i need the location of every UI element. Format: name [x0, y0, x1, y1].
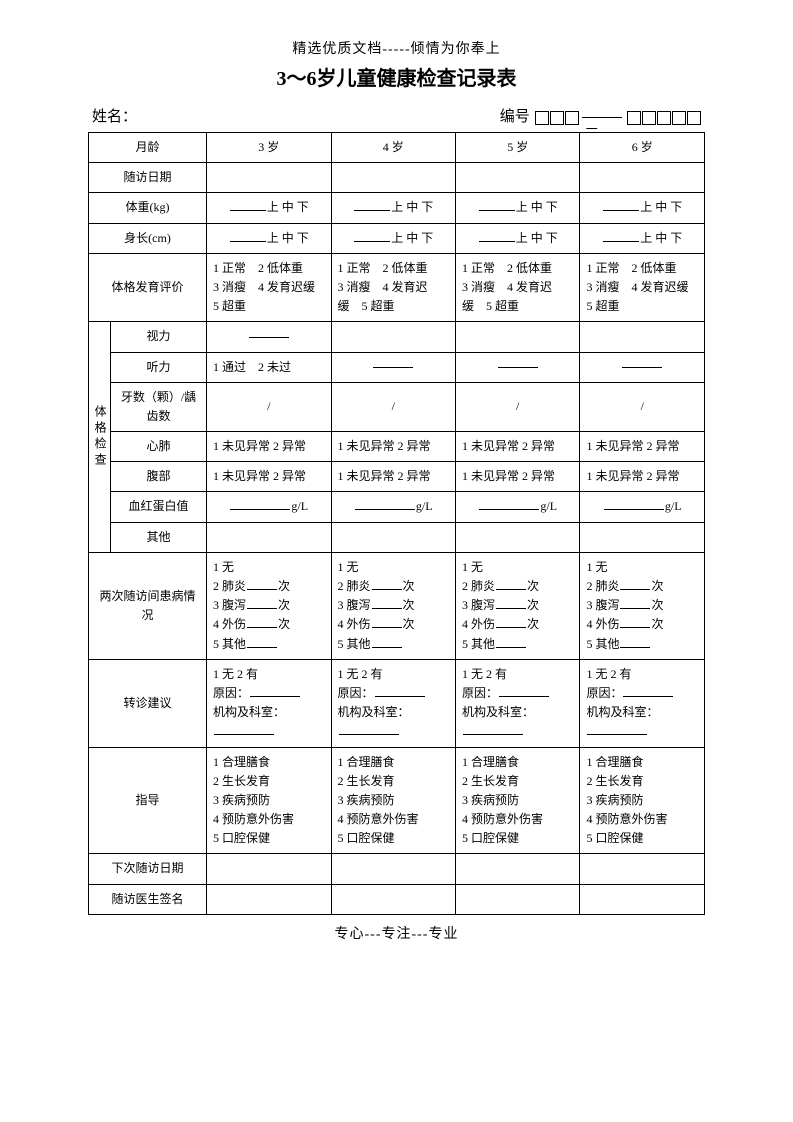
cell-hemoglobin: g/L	[580, 492, 705, 522]
cell-referral: 1 无 2 有 原因： 机构及科室：	[331, 659, 455, 747]
cell-hearing	[455, 352, 579, 382]
cell-guidance: 1 合理膳食 2 生长发育 3 疾病预防 4 预防意外伤害 5 口腔保健	[331, 747, 455, 854]
cell-heart-lung: 1 未见异常 2 异常	[455, 432, 579, 462]
row-label-phys-eval: 体格发育评价	[89, 253, 207, 322]
health-check-table: 月龄 3 岁 4 岁 5 岁 6 岁 随访日期 体重(kg) 上 中 下 上 中…	[88, 132, 705, 915]
cell-weight: 上 中 下	[455, 193, 579, 223]
cell-phys-eval: 1 正常 2 低体重 3 消瘦 4 发育迟缓 5 超重	[207, 253, 331, 322]
id-boxes: －	[534, 109, 702, 126]
row-label-hearing: 听力	[111, 352, 207, 382]
top-header: 精选优质文档-----倾情为你奉上	[88, 38, 705, 58]
cell-heart-lung: 1 未见异常 2 异常	[207, 432, 331, 462]
cell-weight: 上 中 下	[207, 193, 331, 223]
row-label-illness: 两次随访间患病情况	[89, 552, 207, 659]
row-label-doctor-sign: 随访医生签名	[89, 884, 207, 914]
cell-phys-eval: 1 正常 2 低体重 3 消瘦 4 发育迟缓 5 超重	[580, 253, 705, 322]
table-row: 心肺 1 未见异常 2 异常 1 未见异常 2 异常 1 未见异常 2 异常 1…	[89, 432, 705, 462]
table-row: 随访医生签名	[89, 884, 705, 914]
row-label-weight: 体重(kg)	[89, 193, 207, 223]
cell-weight: 上 中 下	[331, 193, 455, 223]
cell-illness: 1 无 2 肺炎次 3 腹泻次 4 外伤次 5 其他	[331, 552, 455, 659]
cell-guidance: 1 合理膳食 2 生长发育 3 疾病预防 4 预防意外伤害 5 口腔保健	[207, 747, 331, 854]
table-row: 月龄 3 岁 4 岁 5 岁 6 岁	[89, 133, 705, 163]
table-row: 牙数（颗）/龋齿数 / / / /	[89, 382, 705, 431]
row-label-age: 月龄	[89, 133, 207, 163]
table-row: 体格发育评价 1 正常 2 低体重 3 消瘦 4 发育迟缓 5 超重 1 正常 …	[89, 253, 705, 322]
name-label: 姓名：	[92, 105, 137, 126]
cell-abdomen: 1 未见异常 2 异常	[580, 462, 705, 492]
cell-teeth: /	[331, 382, 455, 431]
row-label-referral: 转诊建议	[89, 659, 207, 747]
col-header: 5 岁	[455, 133, 579, 163]
id-label-wrapper: 编号 －	[500, 105, 701, 126]
cell-referral: 1 无 2 有 原因： 机构及科室：	[455, 659, 579, 747]
table-row: 血红蛋白值 g/L g/L g/L g/L	[89, 492, 705, 522]
cell-abdomen: 1 未见异常 2 异常	[331, 462, 455, 492]
cell-illness: 1 无 2 肺炎次 3 腹泻次 4 外伤次 5 其他	[455, 552, 579, 659]
cell-referral: 1 无 2 有 原因： 机构及科室：	[207, 659, 331, 747]
row-label-teeth: 牙数（颗）/龋齿数	[111, 382, 207, 431]
table-row: 两次随访间患病情况 1 无 2 肺炎次 3 腹泻次 4 外伤次 5 其他 1 无…	[89, 552, 705, 659]
row-label-visit-date: 随访日期	[89, 163, 207, 193]
cell-height: 上 中 下	[580, 223, 705, 253]
table-row: 腹部 1 未见异常 2 异常 1 未见异常 2 异常 1 未见异常 2 异常 1…	[89, 462, 705, 492]
cell-weight: 上 中 下	[580, 193, 705, 223]
table-row: 体重(kg) 上 中 下 上 中 下 上 中 下 上 中 下	[89, 193, 705, 223]
row-group-exam: 体格检查	[89, 322, 111, 553]
cell-heart-lung: 1 未见异常 2 异常	[580, 432, 705, 462]
cell-teeth: /	[580, 382, 705, 431]
cell-height: 上 中 下	[331, 223, 455, 253]
cell-hearing	[580, 352, 705, 382]
col-header: 3 岁	[207, 133, 331, 163]
cell-height: 上 中 下	[455, 223, 579, 253]
col-header: 4 岁	[331, 133, 455, 163]
row-label-hemoglobin: 血红蛋白值	[111, 492, 207, 522]
cell-teeth: /	[455, 382, 579, 431]
cell-phys-eval: 1 正常 2 低体重 3 消瘦 4 发育迟 缓 5 超重	[331, 253, 455, 322]
name-id-row: 姓名： 编号 －	[88, 105, 705, 126]
table-row: 下次随访日期	[89, 854, 705, 884]
cell-guidance: 1 合理膳食 2 生长发育 3 疾病预防 4 预防意外伤害 5 口腔保健	[580, 747, 705, 854]
table-row: 转诊建议 1 无 2 有 原因： 机构及科室： 1 无 2 有 原因： 机构及科…	[89, 659, 705, 747]
row-label-vision: 视力	[111, 322, 207, 352]
cell-height: 上 中 下	[207, 223, 331, 253]
footer: 专心---专注---专业	[88, 923, 705, 943]
cell-guidance: 1 合理膳食 2 生长发育 3 疾病预防 4 预防意外伤害 5 口腔保健	[455, 747, 579, 854]
row-label-other: 其他	[111, 522, 207, 552]
cell-heart-lung: 1 未见异常 2 异常	[331, 432, 455, 462]
cell-referral: 1 无 2 有 原因： 机构及科室：	[580, 659, 705, 747]
page-title: 3～6岁儿童健康检查记录表	[88, 62, 705, 91]
cell-illness: 1 无 2 肺炎次 3 腹泻次 4 外伤次 5 其他	[580, 552, 705, 659]
cell-hemoglobin: g/L	[331, 492, 455, 522]
cell-phys-eval: 1 正常 2 低体重 3 消瘦 4 发育迟 缓 5 超重	[455, 253, 579, 322]
cell-abdomen: 1 未见异常 2 异常	[207, 462, 331, 492]
id-label: 编号	[500, 109, 530, 125]
table-row: 体格检查 视力	[89, 322, 705, 352]
table-row: 听力 1 通过 2 未过	[89, 352, 705, 382]
table-row: 随访日期	[89, 163, 705, 193]
cell-teeth: /	[207, 382, 331, 431]
cell-hemoglobin: g/L	[455, 492, 579, 522]
table-row: 指导 1 合理膳食 2 生长发育 3 疾病预防 4 预防意外伤害 5 口腔保健 …	[89, 747, 705, 854]
row-label-next-date: 下次随访日期	[89, 854, 207, 884]
row-label-abdomen: 腹部	[111, 462, 207, 492]
row-label-height: 身长(cm)	[89, 223, 207, 253]
table-row: 身长(cm) 上 中 下 上 中 下 上 中 下 上 中 下	[89, 223, 705, 253]
cell-illness: 1 无 2 肺炎次 3 腹泻次 4 外伤次 5 其他	[207, 552, 331, 659]
cell-hemoglobin: g/L	[207, 492, 331, 522]
cell-abdomen: 1 未见异常 2 异常	[455, 462, 579, 492]
row-label-guidance: 指导	[89, 747, 207, 854]
cell-vision	[207, 322, 331, 352]
cell-hearing: 1 通过 2 未过	[207, 352, 331, 382]
row-label-heart-lung: 心肺	[111, 432, 207, 462]
cell-hearing	[331, 352, 455, 382]
table-row: 其他	[89, 522, 705, 552]
